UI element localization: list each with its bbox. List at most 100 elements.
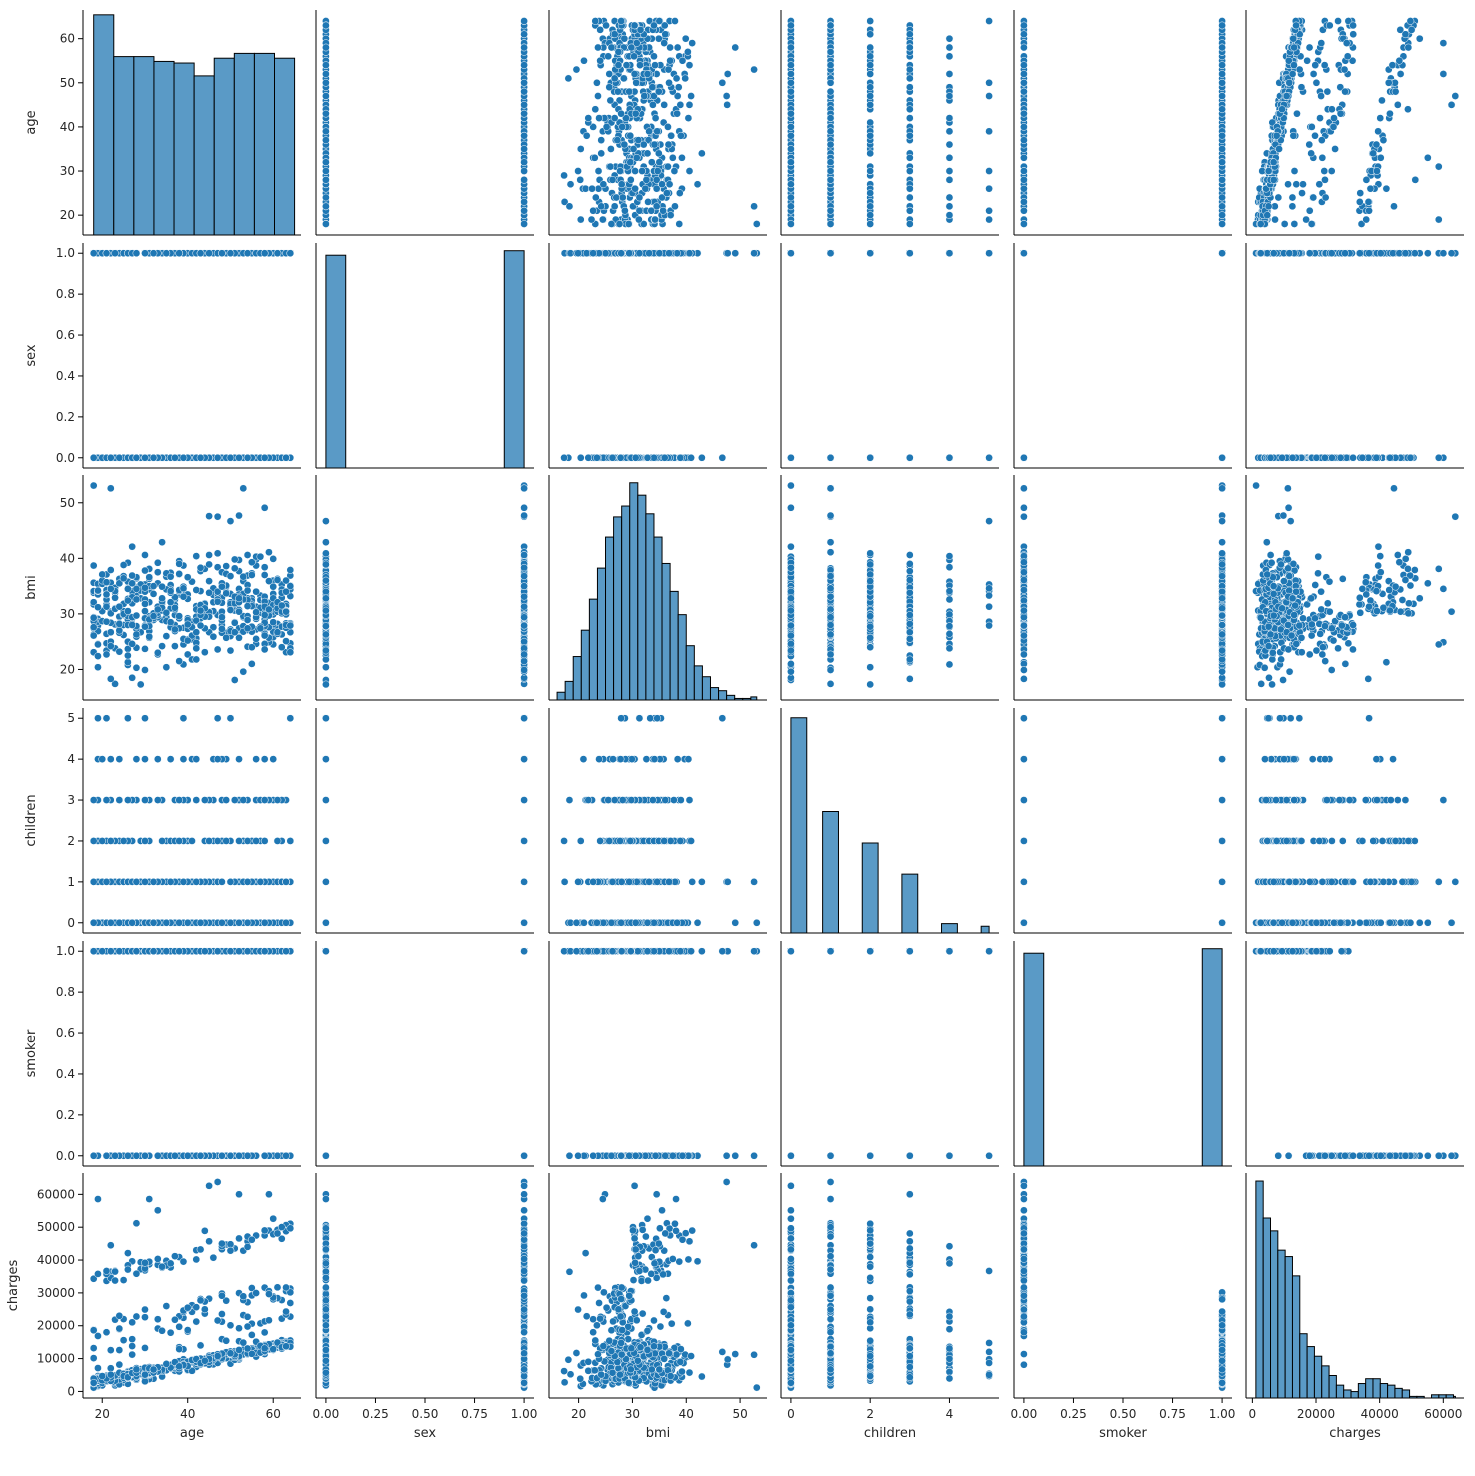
point-age-vs-charges-370 (1309, 70, 1318, 78)
point-age-vs-bmi-506 (664, 162, 672, 171)
cell-sex-vs-children (780, 243, 999, 469)
point-age-vs-sex-539 (520, 158, 528, 167)
point-age-vs-children-375 (945, 52, 954, 61)
y-tick-label-age: 60 (60, 32, 75, 46)
point-age-vs-bmi-548 (643, 70, 652, 78)
point-age-vs-bmi-171 (591, 105, 600, 114)
point-age-vs-bmi-542 (627, 43, 636, 52)
point-sex-vs-children-526 (985, 249, 993, 258)
point-sex-vs-age-546 (218, 249, 226, 258)
point-age-vs-bmi-510 (616, 167, 624, 175)
point-age-vs-sex-530 (520, 101, 528, 109)
point-age-vs-bmi-488 (631, 184, 639, 193)
point-age-vs-sex-545 (520, 176, 528, 184)
point-sex-vs-bmi-85 (723, 249, 732, 258)
point-age-vs-sex-528 (520, 17, 528, 25)
point-age-vs-children-543 (826, 78, 835, 87)
point-age-vs-charges-440 (1289, 131, 1298, 140)
hist-bar-sex-0 (325, 254, 347, 469)
point-age-vs-bmi-384 (640, 92, 649, 100)
point-age-vs-children-155 (985, 184, 993, 193)
point-age-vs-bmi-80 (750, 65, 758, 74)
point-age-vs-charges-3 (1318, 153, 1327, 162)
point-age-vs-smoker-487 (1020, 21, 1028, 30)
point-age-vs-smoker-533 (1218, 131, 1226, 140)
point-age-vs-children-154 (945, 167, 954, 175)
point-age-vs-children-526 (985, 206, 993, 215)
point-age-vs-charges-208 (1362, 215, 1371, 224)
point-age-vs-charges-491 (1275, 145, 1283, 153)
point-age-vs-smoker-538 (1020, 206, 1028, 215)
point-age-vs-charges-435 (1329, 123, 1338, 131)
point-age-vs-bmi-503 (653, 127, 662, 136)
point-age-vs-children-523 (866, 211, 875, 219)
cell-sex-vs-bmi (548, 243, 767, 469)
point-age-vs-children-503 (826, 127, 835, 136)
point-age-vs-bmi-197 (674, 83, 683, 92)
point-age-vs-bmi-104 (564, 74, 573, 83)
point-sex-vs-bmi-414 (601, 249, 610, 258)
y-tick-label-sex: 0.0 (56, 451, 75, 465)
point-sex-vs-age-529 (115, 453, 124, 462)
point-age-vs-bmi-467 (653, 167, 662, 175)
point-age-vs-children-493 (826, 220, 835, 228)
y-tick-label-age: 40 (60, 120, 75, 134)
point-age-vs-charges-496 (1391, 87, 1400, 96)
point-age-vs-sex-544 (322, 176, 330, 184)
point-age-vs-charges-538 (1305, 206, 1314, 215)
y-tick-label-sex: 1.0 (56, 246, 75, 260)
y-tick-label-sex: 0.6 (56, 328, 75, 342)
point-age-vs-smoker-493 (1020, 220, 1028, 228)
point-age-vs-sex-534 (322, 78, 330, 87)
point-age-vs-charges-493 (1307, 220, 1316, 228)
point-age-vs-charges-293 (1290, 167, 1299, 175)
point-age-vs-bmi-533 (626, 131, 635, 140)
point-age-vs-bmi-208 (651, 215, 659, 224)
point-age-vs-bmi-305 (610, 202, 619, 211)
point-age-vs-children-466 (826, 114, 835, 122)
point-age-vs-bmi-46 (675, 220, 684, 228)
point-age-vs-children-531 (826, 158, 835, 167)
point-age-vs-bmi-258 (659, 206, 667, 215)
point-sex-vs-bmi-547 (650, 453, 658, 462)
point-age-vs-sex-538 (520, 206, 528, 215)
point-age-vs-children-530 (866, 101, 875, 109)
point-sex-vs-bmi-81 (750, 249, 758, 258)
point-age-vs-bmi-125 (598, 215, 607, 224)
point-age-vs-charges-290 (1343, 52, 1352, 61)
point-age-vs-children-547 (787, 21, 795, 30)
point-age-vs-smoker-430 (1020, 78, 1028, 87)
point-age-vs-children-442 (787, 87, 795, 96)
point-age-vs-smoker-523 (1218, 211, 1226, 219)
point-age-vs-charges-484 (1328, 105, 1336, 114)
point-age-vs-smoker-509 (1020, 153, 1028, 162)
point-age-vs-bmi-440 (677, 131, 685, 140)
point-age-vs-children-548 (787, 70, 795, 78)
point-age-vs-charges-34 (1411, 176, 1420, 184)
point-age-vs-sex-535 (322, 158, 330, 167)
point-age-vs-bmi-461 (664, 123, 672, 131)
point-age-vs-bmi-534 (593, 78, 601, 87)
point-age-vs-bmi-39 (681, 34, 690, 43)
point-age-vs-smoker-546 (1020, 87, 1028, 96)
point-age-vs-children-534 (787, 78, 795, 87)
point-age-vs-children-110 (985, 167, 993, 175)
point-age-vs-bmi-225 (594, 43, 602, 52)
point-age-vs-smoker-473 (1020, 70, 1028, 78)
point-sex-vs-children-546 (826, 249, 835, 258)
point-age-vs-sex-547 (322, 21, 330, 30)
point-age-vs-charges-190 (1362, 176, 1371, 184)
point-age-vs-bmi-455 (619, 74, 628, 83)
y-tick-label-age: 50 (60, 76, 75, 90)
point-sex-vs-age-538 (102, 249, 111, 258)
point-age-vs-charges-448 (1325, 21, 1334, 30)
point-age-vs-bmi-476 (636, 61, 644, 69)
point-age-vs-bmi-485 (650, 52, 658, 61)
point-age-vs-charges-394 (1311, 131, 1319, 140)
point-age-vs-bmi-399 (596, 56, 604, 65)
point-age-vs-sex-536 (322, 92, 330, 100)
point-age-vs-charges-105 (1316, 114, 1324, 122)
point-age-vs-children-501 (905, 167, 914, 175)
point-age-vs-bmi-421 (643, 149, 652, 158)
point-sex-vs-age-477 (111, 249, 119, 258)
